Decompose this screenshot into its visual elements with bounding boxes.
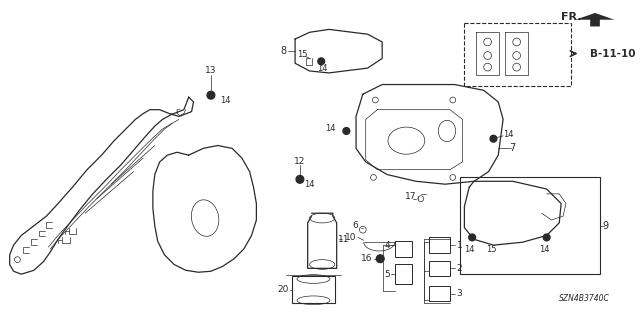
Text: 3: 3	[457, 289, 463, 298]
Polygon shape	[575, 13, 614, 27]
Text: 14: 14	[317, 64, 328, 73]
Circle shape	[376, 255, 384, 262]
Text: 2: 2	[457, 264, 462, 273]
Text: 5: 5	[384, 270, 390, 279]
Bar	[395, 265, 412, 284]
Text: 9: 9	[603, 221, 609, 231]
Text: 15: 15	[298, 50, 308, 59]
Text: 4: 4	[384, 241, 390, 250]
Bar	[292, 276, 335, 303]
Text: 7: 7	[509, 143, 516, 153]
Circle shape	[468, 234, 476, 241]
Text: 14: 14	[221, 95, 231, 105]
Circle shape	[207, 91, 215, 99]
Text: 8: 8	[280, 46, 287, 56]
Text: 6: 6	[352, 221, 358, 230]
Text: 14: 14	[325, 124, 336, 132]
Text: SZN4B3740C: SZN4B3740C	[559, 294, 609, 303]
Circle shape	[318, 58, 324, 65]
Text: 14: 14	[464, 244, 474, 253]
Text: 1: 1	[457, 241, 463, 250]
Text: 17: 17	[404, 192, 416, 201]
Text: B-11-10: B-11-10	[590, 49, 636, 59]
Text: 20: 20	[277, 285, 288, 294]
Text: 11: 11	[338, 235, 349, 244]
Bar	[395, 241, 412, 257]
Text: 15: 15	[486, 244, 497, 253]
Text: 14: 14	[305, 180, 315, 189]
Bar	[429, 286, 450, 301]
Text: 10: 10	[344, 233, 356, 242]
Circle shape	[543, 234, 550, 241]
Bar	[460, 177, 600, 274]
Text: 14: 14	[503, 130, 514, 139]
Text: FR.: FR.	[561, 12, 582, 22]
Bar	[465, 23, 571, 85]
Circle shape	[343, 128, 349, 134]
Circle shape	[296, 175, 304, 183]
Text: 16: 16	[361, 254, 372, 263]
Circle shape	[490, 135, 497, 142]
Bar	[429, 260, 450, 276]
Text: 13: 13	[205, 67, 217, 76]
Text: 12: 12	[294, 157, 306, 166]
Bar	[429, 237, 450, 253]
Text: 14: 14	[540, 244, 550, 253]
